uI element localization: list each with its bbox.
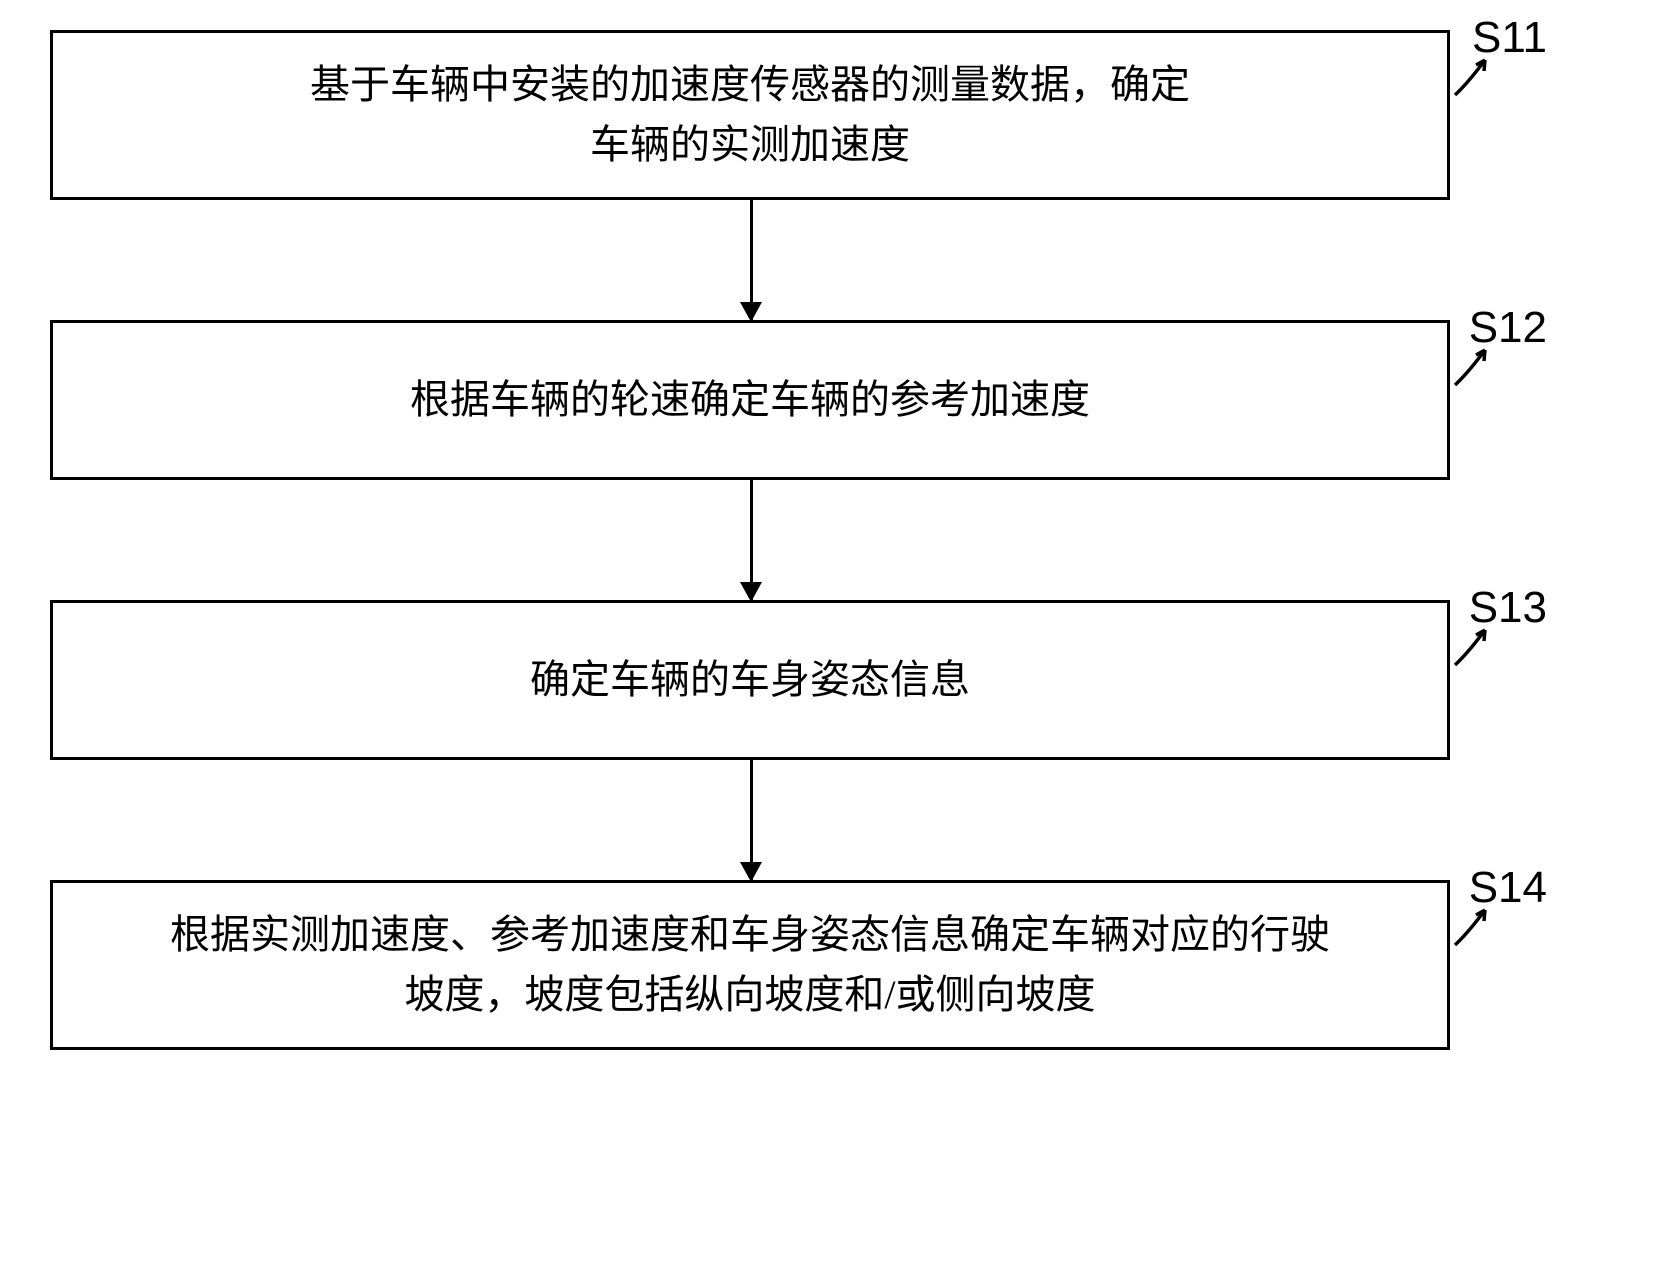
step-label: S13: [1469, 583, 1547, 633]
connector-arrow: [750, 480, 753, 600]
step-label: S12: [1469, 303, 1547, 353]
step-box-s11: S11 基于车辆中安装的加速度传感器的测量数据，确定 车辆的实测加速度: [50, 30, 1450, 200]
step-text: 根据车辆的轮速确定车辆的参考加速度: [410, 370, 1090, 430]
flowchart-container: S11 基于车辆中安装的加速度传感器的测量数据，确定 车辆的实测加速度 S12 …: [50, 30, 1550, 1050]
step-box-s13: S13 确定车辆的车身姿态信息: [50, 600, 1450, 760]
step-box-s14: S14 根据实测加速度、参考加速度和车身姿态信息确定车辆对应的行驶 坡度，坡度包…: [50, 880, 1450, 1050]
step-text: 基于车辆中安装的加速度传感器的测量数据，确定 车辆的实测加速度: [310, 55, 1190, 175]
connector-arrow: [750, 200, 753, 320]
step-label: S14: [1469, 863, 1547, 913]
step-text: 确定车辆的车身姿态信息: [530, 650, 970, 710]
step-box-s12: S12 根据车辆的轮速确定车辆的参考加速度: [50, 320, 1450, 480]
step-label: S11: [1472, 13, 1547, 63]
connector-arrow: [750, 760, 753, 880]
step-text: 根据实测加速度、参考加速度和车身姿态信息确定车辆对应的行驶 坡度，坡度包括纵向坡…: [170, 905, 1330, 1025]
